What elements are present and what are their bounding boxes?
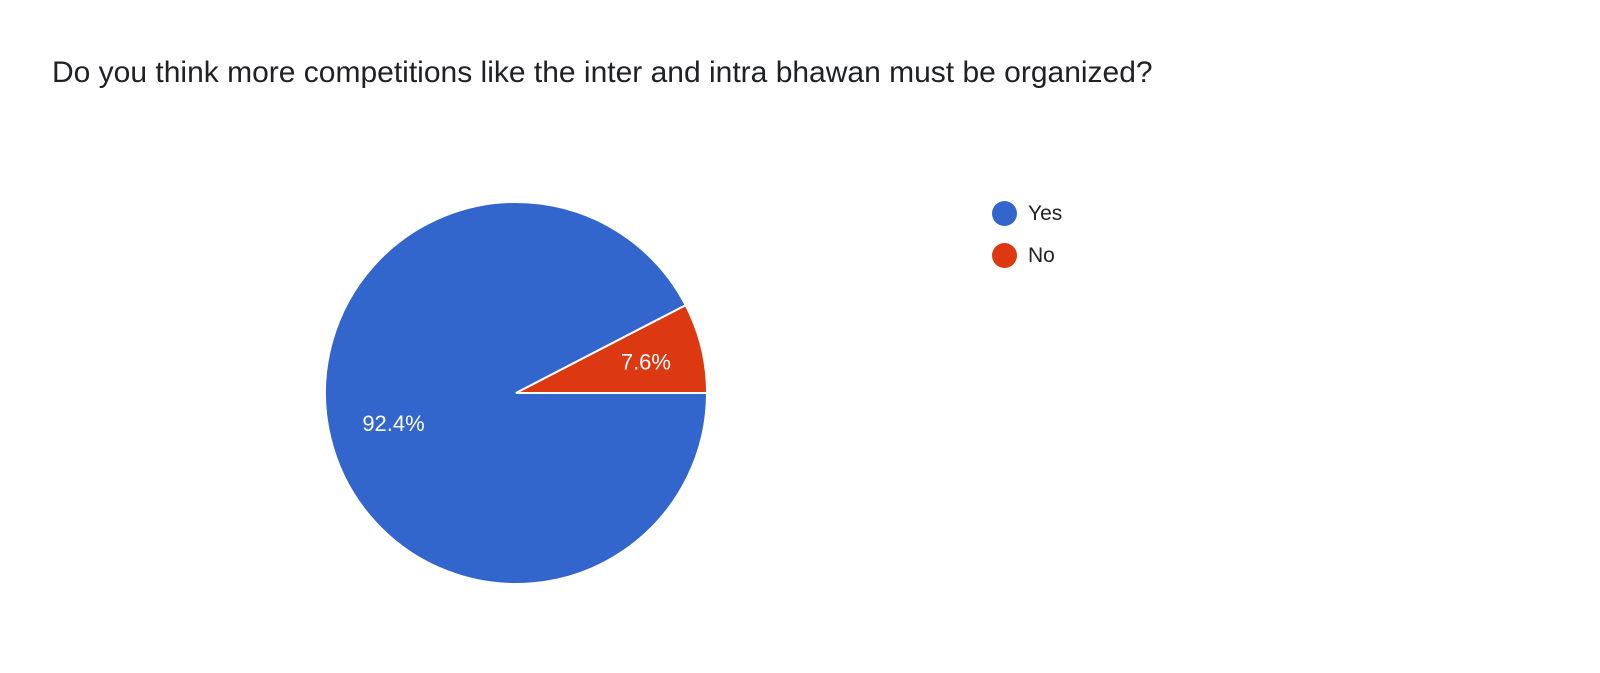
legend-label-no: No: [1028, 243, 1055, 267]
data-label-yes: 92.4%: [362, 411, 424, 436]
data-label-no: 7.6%: [621, 349, 671, 374]
chart-title: Do you think more competitions like the …: [52, 56, 1153, 89]
legend-swatch-yes: [992, 201, 1017, 226]
legend-label-yes: Yes: [1028, 201, 1063, 225]
legend-item-yes[interactable]: Yes: [992, 201, 1062, 226]
legend-swatch-no: [992, 243, 1017, 268]
legend-item-no[interactable]: No: [992, 243, 1055, 268]
pie-slice-no[interactable]: [515, 303, 709, 394]
